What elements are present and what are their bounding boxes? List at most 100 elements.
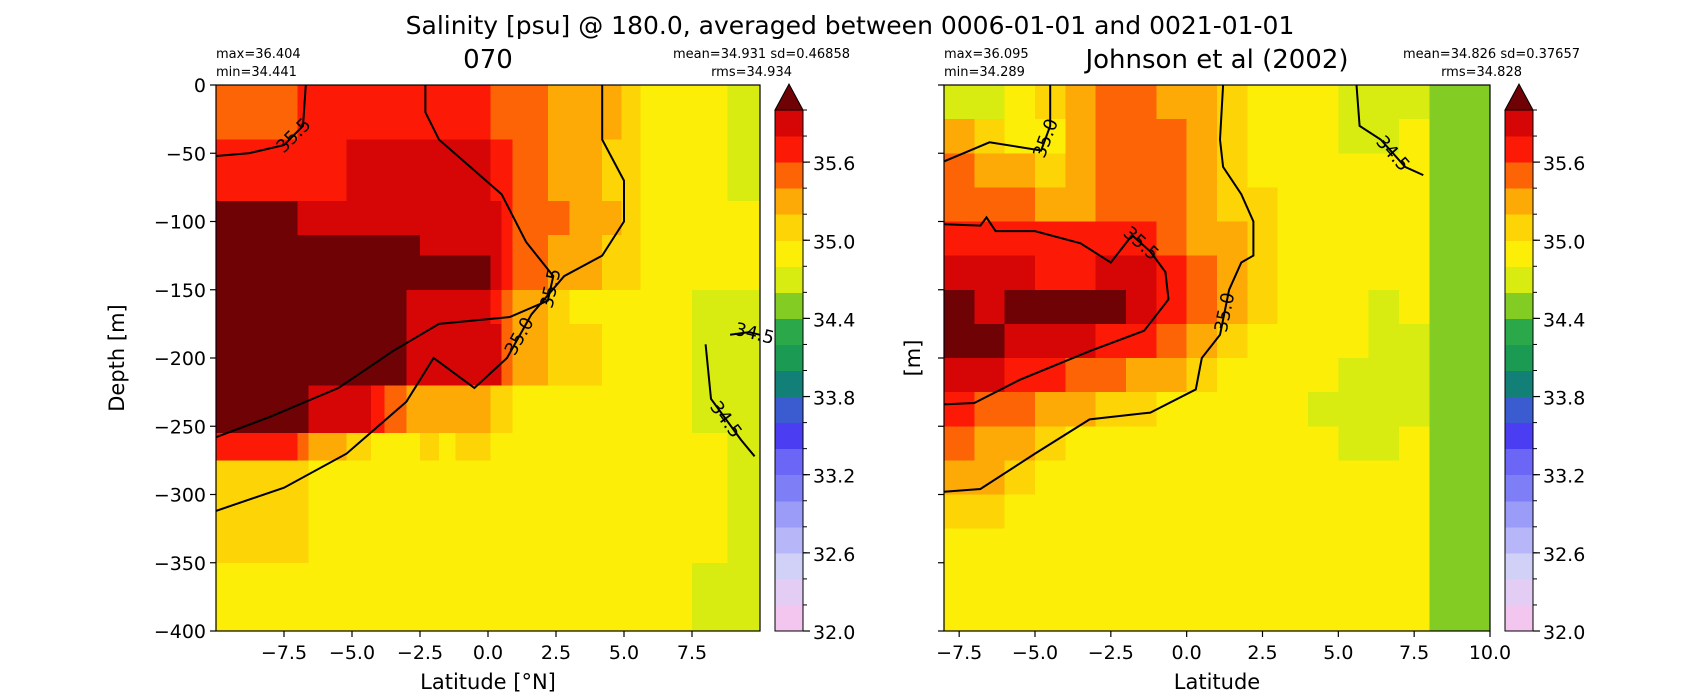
heatmap-cell [547,433,571,461]
heatmap-cell [439,201,456,236]
heatmap-cell [1399,85,1430,120]
stat-min: min=34.289 [944,65,1025,80]
heatmap-cell [512,201,522,236]
x-axis-ticks: −7.5 −5.0 −2.5 0.0 2.5 5.0 7.5 [261,631,707,664]
colorbar-segment [1505,500,1533,528]
heatmap-cell [974,85,1006,120]
heatmap-cell [308,460,348,564]
colorbar-segment [1505,422,1533,450]
heatmap-cell [1004,255,1036,291]
heatmap-cell [216,201,261,236]
heatmap-cell [1004,426,1036,461]
heatmap-cell [512,460,522,564]
heatmap-cell [944,494,975,530]
colorbar-segment [775,396,803,424]
contour-line [943,84,1255,493]
heatmap-cell [1095,596,1127,632]
heatmap-cell [259,460,299,564]
heatmap-cell [1095,528,1127,564]
y-axis-label: [m] [901,340,925,377]
heatmap-cell [1308,323,1339,359]
heatmap-cell [692,562,728,632]
heatmap-cell [1186,562,1218,598]
heatmap-cell [569,235,603,257]
stat-rms: rms=34.934 [711,65,792,80]
heatmap-cell [1095,426,1127,461]
heatmap-cell [371,235,386,257]
heatmap-cell [547,235,571,257]
heatmap-cell [547,139,571,202]
heatmap-cell [1338,358,1370,393]
heatmap-cell [308,235,348,257]
panel-johnson-2002: 35.035.535.034.5−7.5 −5.0 −2.5 0.0 2.5 5.0 7.5… [901,45,1580,694]
heatmap-cell [621,385,641,434]
heatmap-cell [1156,426,1188,461]
heatmap-cell [371,323,386,386]
heatmap-cell [1338,392,1370,427]
heatmap-cell [1368,187,1400,223]
heatmap-cell [1004,596,1036,632]
heatmap-cell [1277,119,1309,154]
heatmap-cell [569,289,603,325]
heatmap-cell [974,528,1006,564]
heatmap-cell [1368,153,1400,188]
heatmap-cell [439,139,456,202]
colorbar-segment [775,552,803,580]
heatmap-cell [1217,289,1248,325]
x-tick-label: −2.5 [1088,642,1134,664]
heatmap-cell [1338,426,1370,461]
heatmap-cell [1065,187,1097,223]
colorbar-tick-label: 32.0 [813,622,855,644]
heatmap-cell [490,255,503,291]
heatmap-cell [547,460,571,564]
heatmap-cell [297,235,310,257]
heatmap-cell [216,85,261,141]
y-tick-label: −200 [154,348,206,370]
heatmap-cell [944,562,975,598]
colorbar-segment [1505,552,1533,580]
heatmap-cell [1277,289,1309,325]
heatmap-cell [1368,562,1400,598]
heatmap-cell [944,596,975,632]
colorbar-tick-label: 32.6 [1543,544,1585,566]
heatmap-cell [1338,289,1370,325]
heatmap-cell [974,494,1006,530]
heatmap-cell [547,255,571,291]
heatmap-cell [974,358,1006,393]
heatmap-cell [1035,528,1066,564]
heatmap-cell [569,255,603,291]
heatmap-cell [1277,323,1309,359]
heatmap-cell [1399,562,1430,598]
colorbar-extend-arrow [1504,82,1534,111]
heatmap-cell [1247,358,1279,393]
heatmap-cell [1156,562,1188,598]
colorbar-segment [775,604,803,632]
heatmap-cell [1065,528,1097,564]
heatmap-cell [1368,221,1400,257]
heatmap-cell [1126,562,1157,598]
x-tick-label: 7.5 [677,642,707,664]
heatmap-cell [640,562,693,632]
heatmap-cell [455,289,475,325]
heatmap-cell [512,323,522,386]
heatmap-cell [1126,153,1157,188]
heatmap-cell [1308,289,1339,325]
heatmap-cell [1095,358,1127,393]
heatmap-cell [520,433,549,461]
heatmap-cell [1217,323,1248,359]
x-axis-ticks: −7.5 −5.0 −2.5 0.0 2.5 5.0 7.5 10.0 [936,631,1511,664]
heatmap-cell [1399,255,1430,291]
heatmap-cell [1429,323,1491,359]
heatmap-cell [727,562,761,632]
heatmap-cell [1277,153,1309,188]
heatmap-cell [974,221,1006,257]
heatmap-cell [501,85,514,141]
heatmap-cell [474,255,492,291]
heatmap-cell [216,433,261,461]
colorbar-segment [775,136,803,163]
heatmap-cell [692,289,728,325]
heatmap-cell [406,235,421,257]
colorbar-tick-label: 35.6 [813,153,855,175]
heatmap-cell [1429,187,1491,223]
heatmap-cell [474,139,492,202]
